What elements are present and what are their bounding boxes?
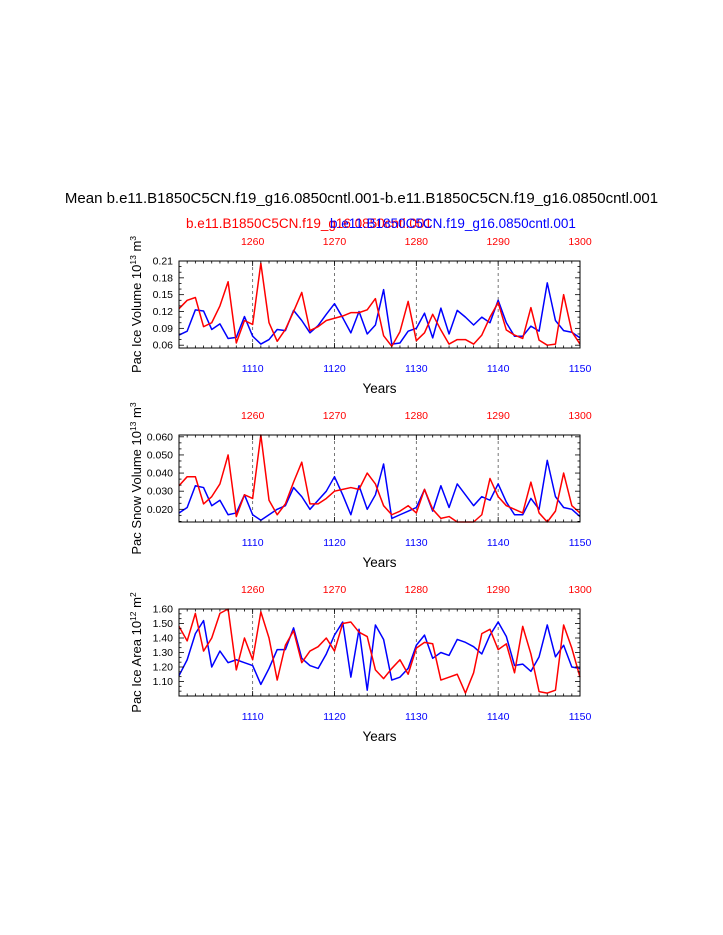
y-tick-label: 0.09 [153,323,174,335]
x-top-tick-label: 1260 [241,584,265,596]
x-top-tick-label: 1280 [405,236,429,248]
x-tick-label: 1120 [323,537,346,549]
x-axis-label: Years [362,555,396,570]
y-axis-label-part: m [129,407,144,421]
x-top-tick-label: 1300 [568,410,592,422]
x-axis-label: Years [362,729,396,744]
y-tick-label: 0.15 [153,289,174,301]
y-axis-label-part: m [129,241,144,255]
x-tick-label: 1140 [487,363,510,375]
red-series-line [178,434,581,523]
red-series-line [178,608,581,694]
x-tick-label: 1140 [487,711,510,723]
x-tick-label: 1110 [242,363,264,375]
y-tick-label: 1.50 [153,618,174,630]
subtitle-case2: b.e11.B1850C5CN.f19_g16.0850cntl.001 [330,216,576,231]
x-tick-label: 1150 [569,711,592,723]
x-top-tick-label: 1270 [323,584,347,596]
y-tick-label: 0.060 [147,431,173,443]
y-tick-label: 0.020 [147,504,173,516]
x-top-tick-label: 1260 [241,236,265,248]
x-top-tick-label: 1270 [323,236,347,248]
x-tick-label: 1140 [487,537,510,549]
y-tick-label: 1.60 [153,604,174,616]
x-top-tick-label: 1300 [568,584,592,596]
chart-panel-2: 1110 1120 1130 1140 1150 1260 1270 1280 1290 1300… [128,402,592,570]
x-tick-label: 1120 [323,711,346,723]
y-tick-label: 0.030 [147,486,173,498]
y-axis-label: Pac Ice Area 1012 m2 [128,592,144,713]
y-axis-label: Pac Snow Volume 1013 m3 [128,402,144,555]
blue-series-line [178,619,581,691]
y-axis-label-superscript: 13 [128,255,138,265]
y-tick-label: 0.21 [153,256,174,268]
plot-frame [178,434,581,523]
x-top-tick-label: 1290 [486,410,510,422]
chart-panel-3: 1110 1120 1130 1140 1150 1260 1270 1280 1290 1300… [128,584,592,744]
y-tick-label: 0.18 [153,272,174,284]
y-tick-label: 0.12 [153,306,174,318]
y-axis-label-part: m [129,597,144,611]
chart-panel-1: 1110 1120 1130 1140 1150 1260 1270 1280 1290 1300… [128,236,592,396]
x-tick-label: 1110 [242,537,264,549]
x-tick-label: 1110 [242,711,264,723]
y-axis-label-part: Pac Ice Volume 10 [129,265,144,373]
y-tick-label: 0.040 [147,468,173,480]
y-axis-label-part: Pac Snow Volume 10 [129,431,144,555]
x-top-tick-label: 1290 [486,584,510,596]
y-axis-label-superscript: 3 [128,402,138,407]
y-tick-label: 1.40 [153,633,174,645]
subtitle-case1: b.e11.B1850C5CN.f19_g16.0850cntl.001 [186,216,432,231]
x-tick-label: 1120 [323,363,346,375]
chart-title: Mean b.e11.B1850C5CN.f19_g16.0850cntl.00… [64,190,659,207]
y-axis-label-superscript: 3 [128,236,138,241]
x-tick-label: 1150 [569,537,592,549]
x-tick-label: 1130 [405,363,428,375]
y-tick-label: 1.20 [153,662,174,674]
y-axis-label-superscript: 12 [128,611,138,621]
x-top-tick-label: 1280 [405,410,429,422]
y-tick-label: 1.30 [153,647,174,659]
x-tick-label: 1150 [569,363,592,375]
plot-frame [178,260,581,349]
x-top-tick-label: 1270 [323,410,347,422]
plot-frame [178,608,581,697]
blue-series-line [178,459,581,521]
y-axis-label-superscript: 13 [128,421,138,431]
y-axis-label-part: Pac Ice Area 10 [129,621,144,713]
y-axis-label-superscript: 2 [128,592,138,597]
x-top-tick-label: 1280 [405,584,429,596]
x-top-tick-label: 1290 [486,236,510,248]
y-axis-label: Pac Ice Volume 1013 m3 [128,236,144,373]
y-tick-label: 0.06 [153,340,174,352]
y-tick-label: 1.10 [153,676,174,688]
x-tick-label: 1130 [405,537,428,549]
x-top-tick-label: 1300 [568,236,592,248]
red-series-line [178,262,581,348]
y-tick-label: 0.050 [147,449,173,461]
x-top-tick-label: 1260 [241,410,265,422]
x-tick-label: 1130 [405,711,428,723]
x-axis-label: Years [362,381,396,396]
